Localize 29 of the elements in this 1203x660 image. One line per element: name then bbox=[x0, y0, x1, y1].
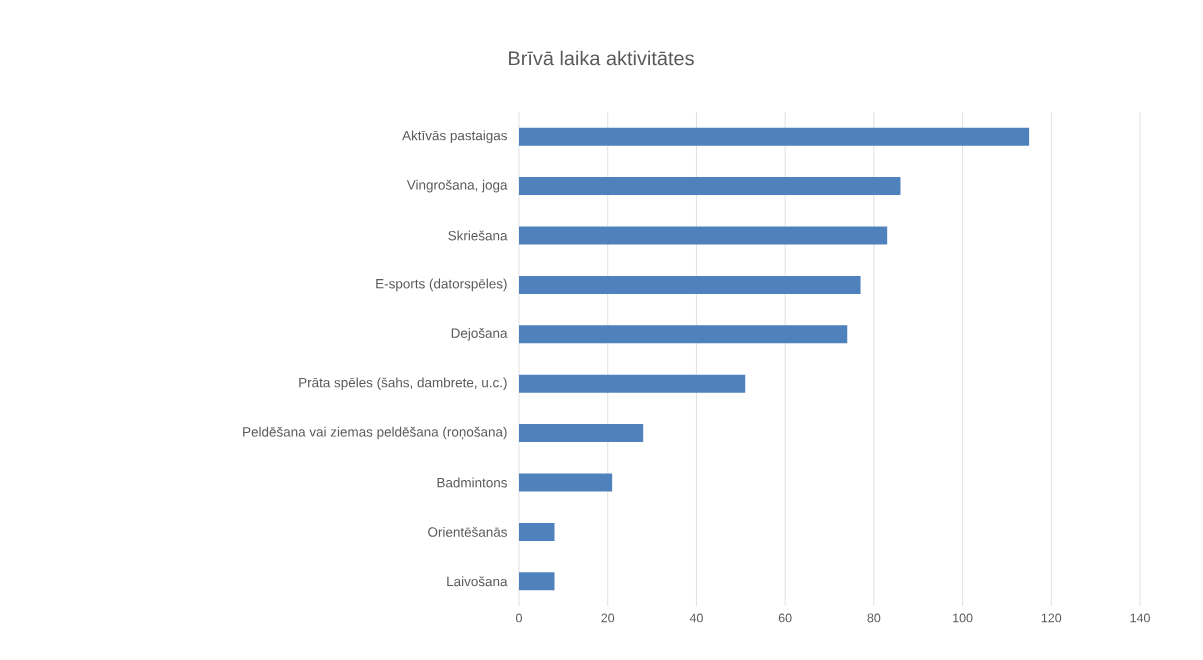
y-tick-label: E-sports (datorspēles) bbox=[376, 278, 507, 292]
chart-title: Brīvā laika aktivitātes bbox=[509, 50, 694, 66]
x-tick-label: 20 bbox=[601, 613, 615, 623]
bar bbox=[519, 275, 861, 294]
bar bbox=[519, 572, 555, 591]
y-tick-label: Dejošana bbox=[451, 328, 508, 341]
y-tick-label: Badmintons bbox=[437, 477, 507, 488]
y-tick-label: Orientēšanās bbox=[428, 526, 507, 537]
x-tick-label: 40 bbox=[689, 613, 703, 623]
y-tick-label: Laivošana bbox=[447, 576, 508, 587]
bar bbox=[519, 226, 888, 245]
y-tick-label: Aktīvās pastaigas bbox=[402, 130, 507, 143]
y-tick-label: Vingrošana, joga bbox=[406, 179, 508, 193]
bar bbox=[519, 522, 555, 541]
y-tick-label: Peldēšana vai ziemas peldēšana (roņošana) bbox=[243, 426, 507, 440]
x-tick-label: 0 bbox=[516, 613, 522, 623]
x-tick-label: 80 bbox=[867, 613, 881, 623]
bar bbox=[519, 325, 848, 344]
x-tick-label: 100 bbox=[953, 613, 973, 623]
bar bbox=[519, 127, 1030, 146]
bar bbox=[519, 177, 901, 196]
x-tick-label: 120 bbox=[1041, 613, 1062, 623]
y-tick-label: Skriešana bbox=[448, 230, 508, 241]
y-tick-label: Prāta spēles (šahs, dambrete, u.c.) bbox=[299, 377, 507, 390]
x-tick-label: 140 bbox=[1130, 613, 1150, 623]
x-tick-label: 60 bbox=[778, 613, 792, 623]
bar bbox=[519, 374, 746, 393]
bar bbox=[519, 473, 613, 492]
bar bbox=[519, 424, 644, 443]
